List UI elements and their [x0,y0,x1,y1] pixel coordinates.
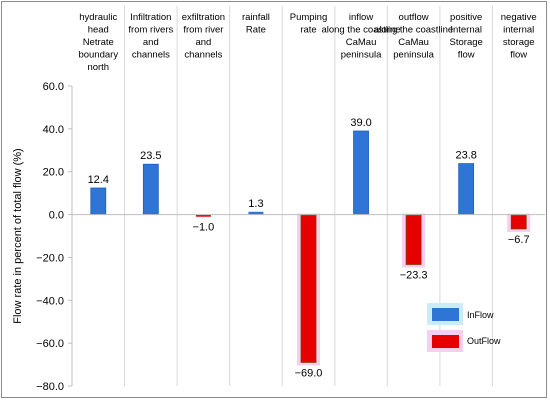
legend-outflow-label: OutFlow [467,336,501,346]
category-label: negative internal storage flow [501,12,537,61]
y-tick-label: 20.0 [43,167,64,179]
legend-inflow-label: InFlow [467,310,494,320]
category-label: inflow along the coastline CaMau peninsula [321,12,400,61]
category-label: Infiltration from rivers and channels [128,12,173,61]
y-tick-label: −20.0 [36,252,64,264]
data-label: −23.3 [400,270,428,282]
category-label: positive Internal Storage flow [450,12,483,61]
inflow-bar [353,131,369,215]
y-axis-label: Flow rate in percent of total flow (%) [12,148,24,323]
y-tick-label: 40.0 [43,124,64,136]
inflow-bar [90,188,106,215]
legend: InFlow OutFlow [427,303,501,352]
data-label: −1.0 [193,222,215,234]
data-label: 39.0 [350,117,371,129]
y-tick-label: −40.0 [36,295,64,307]
inflow-bar [143,164,159,215]
legend-inflow-swatch [432,308,459,321]
data-label: 1.3 [248,198,263,210]
data-labels: 12.4 23.5 1.3 39.0 23.8 −1.0 −69.0 −23.3 −6.7 [88,117,530,379]
outflow-bar [301,214,316,363]
data-label: −6.7 [508,234,530,246]
data-label: −69.0 [295,367,323,379]
y-tick-label: 0.0 [49,210,64,222]
outflow-bar [406,214,422,265]
inflow-bar [248,211,264,215]
category-separators [124,6,493,386]
category-labels: hydraulic head Netrate boundary northInfiltr… [78,12,536,73]
data-label: 23.8 [455,150,476,162]
outflow-bar [511,214,527,229]
category-label: exfiltration from river and channels [182,12,225,61]
legend-outflow-swatch [432,335,459,348]
category-label: Pumping rate [290,12,328,36]
category-label: rainfall Rate [242,12,270,36]
y-tick-label: −60.0 [36,338,64,350]
y-tick-label: 60.0 [43,81,64,93]
data-label: 12.4 [88,174,109,186]
category-label: hydraulic head Netrate boundary north [78,12,118,73]
category-label: outflow along the coastline CaMau peninsula [374,12,453,61]
y-ticks: 60.0 40.0 20.0 0.0 −20.0 −40.0 −60.0 −80.0 [36,81,72,393]
bars-group [90,130,527,363]
y-tick-label: −80.0 [36,381,64,393]
inflow-bar [458,163,474,215]
outflow-bar [195,214,211,217]
data-label: 23.5 [140,150,161,162]
